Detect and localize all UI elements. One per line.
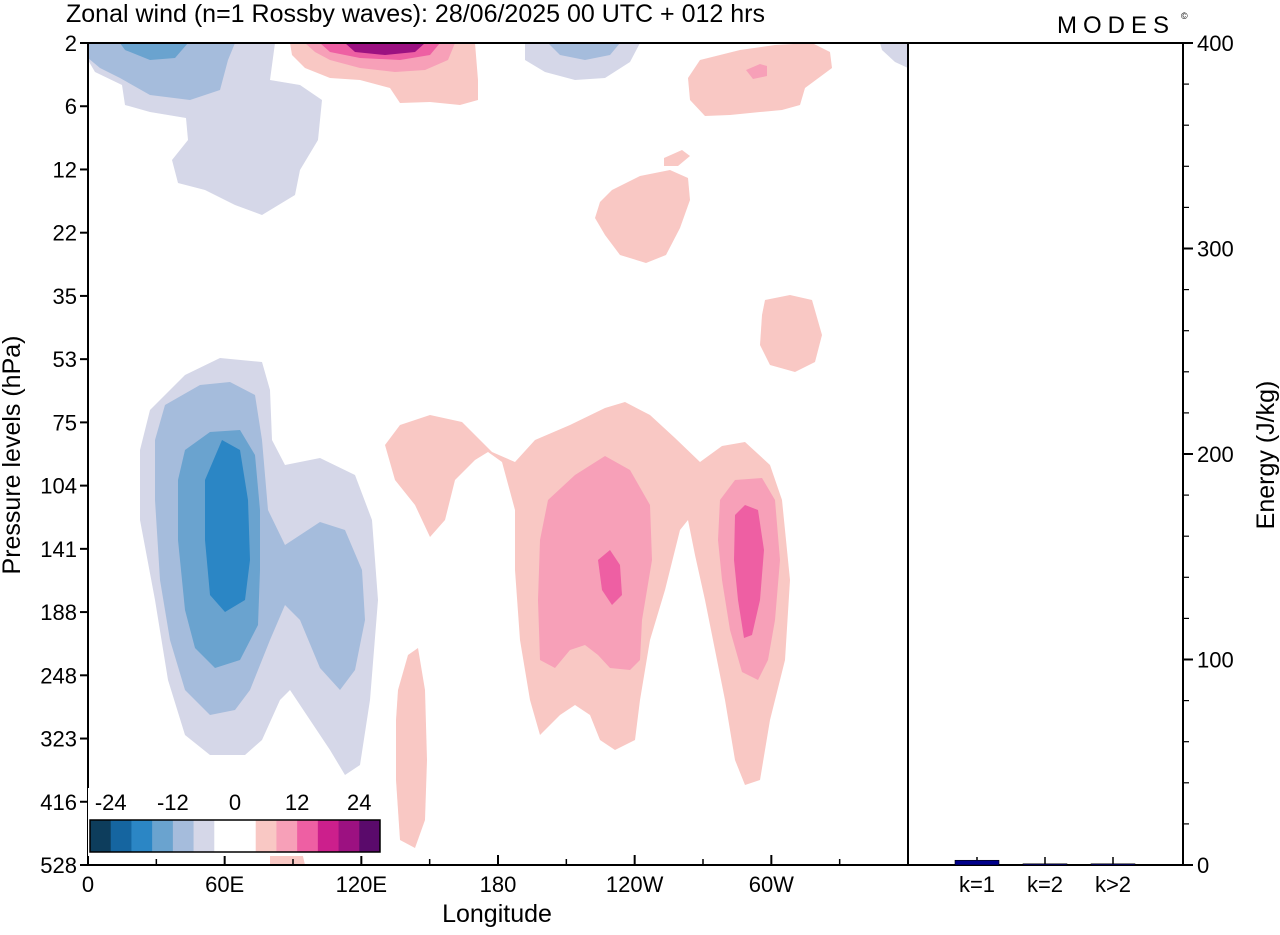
energy-bar	[1090, 863, 1136, 866]
y-tick-label: 248	[40, 663, 77, 688]
energy-axis-title: Energy (J/kg)	[1252, 381, 1280, 530]
contour-pos2-center	[538, 456, 652, 670]
energy-category-label: k>2	[1095, 872, 1131, 897]
contour-neg2-top-right	[548, 43, 620, 60]
colorbar-swatch	[317, 820, 340, 852]
contour-pos3-right	[734, 505, 764, 638]
chart-title: Zonal wind (n=1 Rossby waves): 28/06/202…	[66, 0, 765, 28]
y-tick-label: 75	[53, 410, 77, 435]
energy-bar	[1022, 863, 1068, 866]
colorbar-swatch	[359, 820, 381, 852]
colorbar-swatch	[276, 820, 298, 852]
y-tick-label: 2	[65, 31, 77, 56]
contour-pos3-center	[598, 550, 622, 605]
contour-pos1-lower-streak	[396, 648, 427, 848]
colorbar-swatch	[297, 820, 319, 852]
modes-logo-mark: ©	[1181, 11, 1188, 21]
y-axis-pressure: 2 6 12 22 35 53 75 104 141 188 248 323 416 528	[40, 31, 88, 878]
x-axis-title: Longitude	[442, 900, 552, 928]
energy-category-label: k=2	[1027, 872, 1063, 897]
colorbar-label: 24	[347, 790, 371, 815]
contour-pos5-top-middle	[345, 43, 425, 55]
colorbar-swatch	[131, 820, 153, 852]
colorbar-swatch	[152, 820, 174, 852]
y-axis-title: Pressure levels (hPa)	[0, 336, 26, 575]
colorbar-frame	[89, 819, 381, 853]
y-tick-label: 22	[53, 221, 77, 246]
colorbar-swatch	[90, 820, 112, 852]
contour-neg3-top-left	[120, 43, 188, 60]
colorbar-swatch	[193, 820, 215, 852]
colorbar-swatch	[338, 820, 360, 852]
energy-tick-label: 300	[1197, 237, 1234, 262]
energy-bar-chart: 0 100 200 300 400 k=1 k=2 k>2	[954, 31, 1234, 897]
contour-pos1-top-right	[688, 43, 832, 116]
contour-neg1-top-corner	[880, 43, 908, 68]
y-tick-label: 141	[40, 537, 77, 562]
contour-pos1-small	[664, 150, 690, 166]
y-tick-label: 12	[53, 157, 77, 182]
energy-tick-label: 0	[1197, 853, 1209, 878]
colorbar-legend: -24 -12 0 12 24	[88, 788, 382, 856]
colorbar-swatch	[110, 820, 132, 852]
colorbar-swatch	[255, 820, 277, 852]
energy-plot-frame	[907, 42, 1184, 866]
contour-pos2-top-right	[746, 64, 767, 79]
colorbar-label: 0	[229, 790, 241, 815]
y-tick-label: 416	[40, 790, 77, 815]
y-tick-label: 6	[65, 94, 77, 119]
colorbar-label: -12	[157, 790, 189, 815]
x-tick-label: 60W	[749, 872, 794, 897]
colorbar-swatch	[235, 820, 257, 852]
x-tick-label: 180	[480, 872, 517, 897]
y-tick-label: 53	[53, 347, 77, 372]
energy-tick-label: 100	[1197, 648, 1234, 673]
energy-category-label: k=1	[959, 872, 995, 897]
colorbar-label: 12	[285, 790, 309, 815]
contour-neg4-left	[205, 440, 250, 612]
y-tick-label: 104	[40, 474, 77, 499]
y-tick-label: 528	[40, 853, 77, 878]
x-axis-longitude: 0 60E 120E 180 120W 60W	[82, 855, 841, 897]
contour-neg2-top-left	[88, 43, 235, 100]
colorbar-swatch	[172, 820, 195, 852]
x-tick-label: 120E	[336, 872, 387, 897]
energy-tick-label: 200	[1197, 442, 1234, 467]
energy-tick-label: 400	[1197, 31, 1234, 56]
x-tick-label: 120W	[606, 872, 664, 897]
x-tick-label: 0	[82, 872, 94, 897]
contour-pos1-right-mid	[760, 295, 822, 372]
energy-bar	[954, 859, 1000, 866]
x-tick-label: 60E	[205, 872, 244, 897]
contour-pos1-mid	[595, 170, 690, 263]
y-tick-label: 323	[40, 727, 77, 752]
modes-logo: MODES	[1057, 12, 1175, 39]
colorbar-label: -24	[95, 790, 127, 815]
contour-field	[88, 43, 908, 865]
colorbar-swatch	[214, 820, 236, 852]
y-tick-label: 188	[40, 600, 77, 625]
y-tick-label: 35	[53, 284, 77, 309]
